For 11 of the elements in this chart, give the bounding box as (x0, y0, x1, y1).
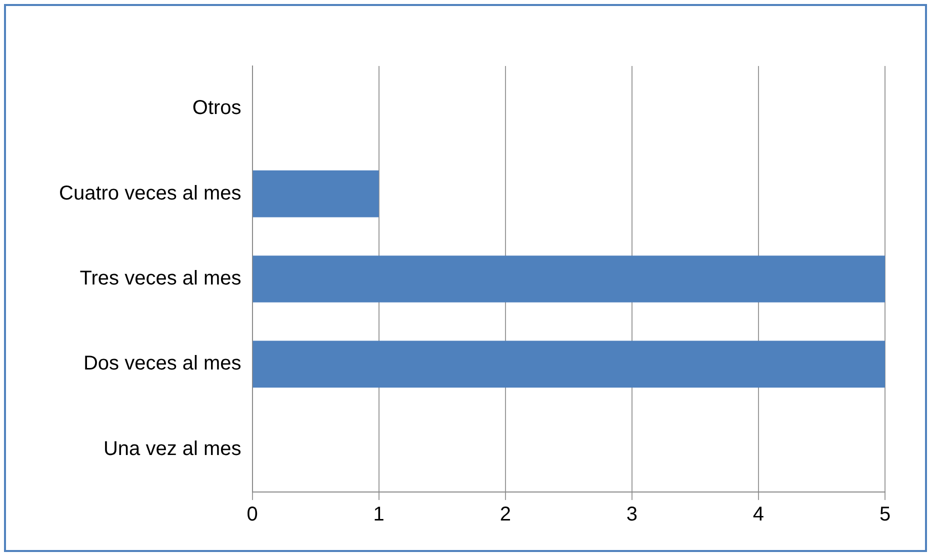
x-tick-label: 2 (500, 504, 511, 526)
x-tick-label: 0 (246, 504, 258, 526)
y-tick-label: Otros (192, 97, 242, 120)
y-tick-label: Una vez al mes (103, 438, 242, 460)
y-tick-label: Cuatro veces al mes (59, 182, 242, 204)
x-tick-label: 1 (373, 504, 384, 526)
x-tick-label: 4 (752, 504, 764, 526)
x-tick-label: 5 (879, 504, 891, 526)
x-tick-label: 3 (626, 504, 638, 526)
y-tick-label: Tres veces al mes (80, 268, 242, 290)
y-tick-label: Dos veces al mes (83, 352, 242, 375)
